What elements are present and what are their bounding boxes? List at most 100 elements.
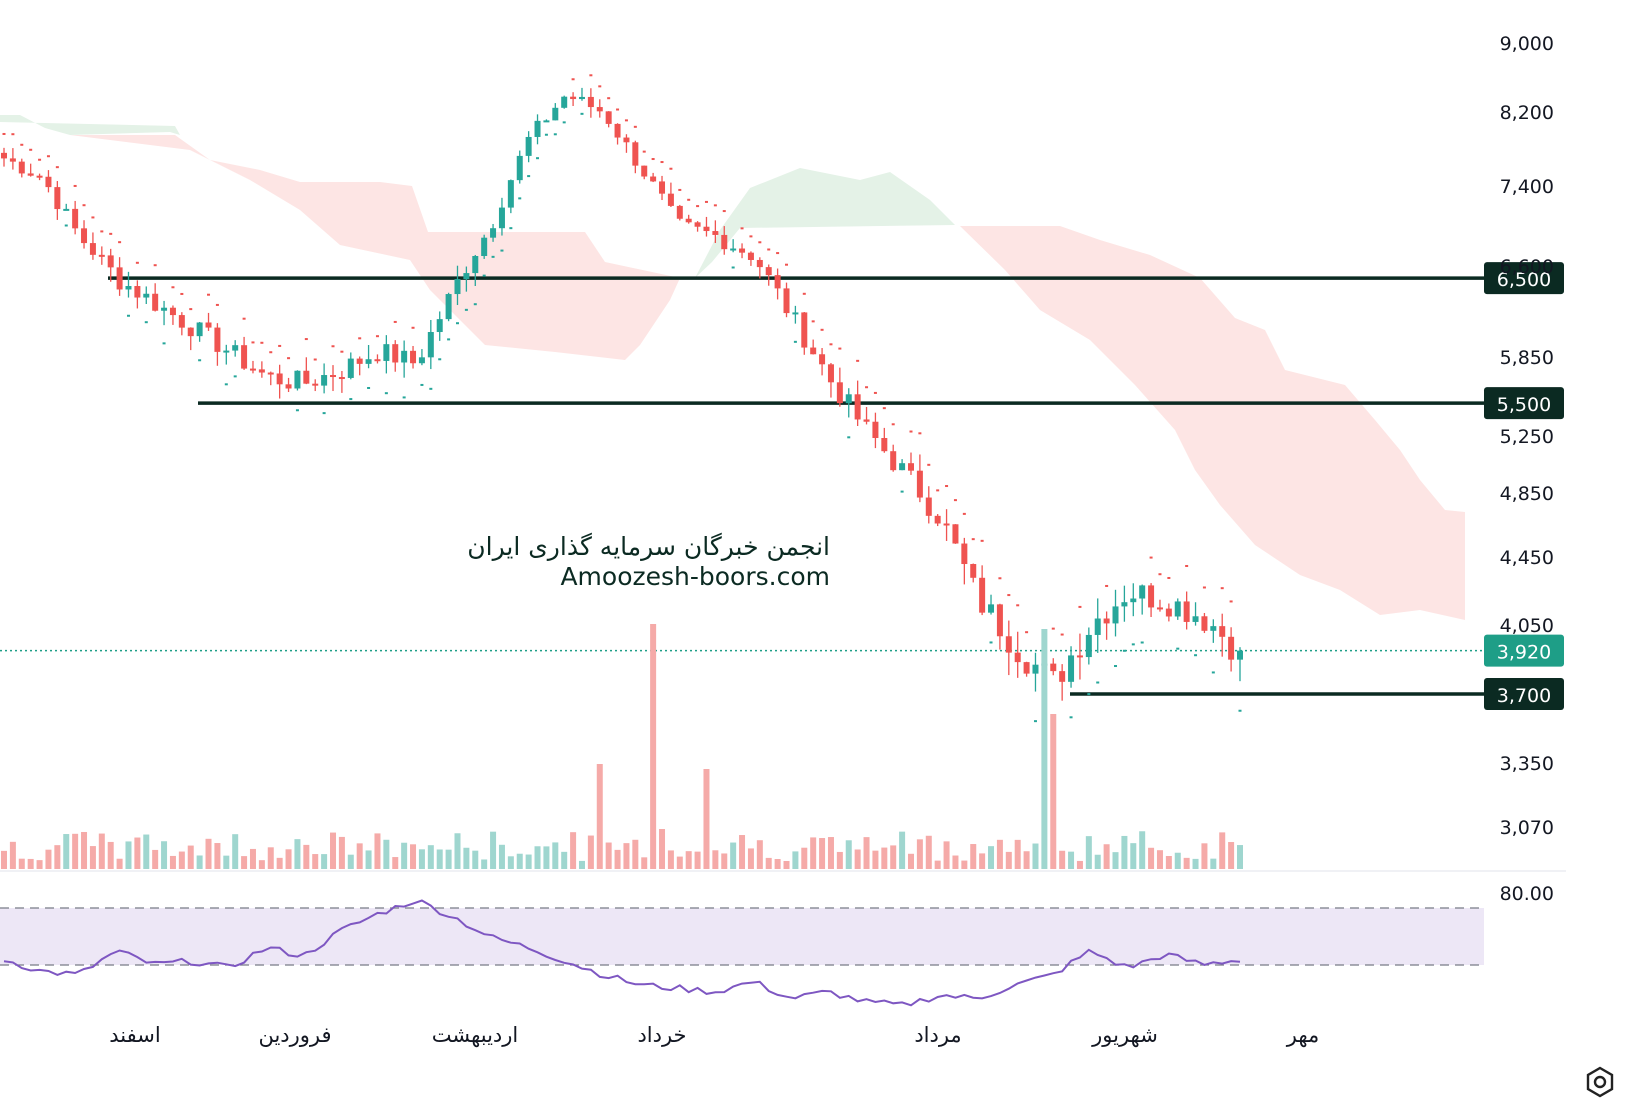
sar-dot [562, 121, 566, 124]
volume-bar [445, 849, 452, 869]
time-label-3: خرداد [637, 1023, 686, 1047]
candle-body [659, 181, 666, 194]
last-price-badge [1484, 634, 1564, 667]
sar-dot [989, 641, 993, 644]
candle-body [490, 228, 497, 238]
sar-dot [776, 252, 780, 255]
candle-body [1059, 671, 1066, 682]
volume-bar [641, 857, 648, 869]
candle-body [952, 524, 959, 544]
sar-dot [1158, 573, 1162, 576]
sar-dot [838, 347, 842, 350]
candle-body [792, 312, 799, 315]
sar-dot [402, 396, 406, 399]
volume-bar [89, 846, 96, 869]
sar-dot [224, 383, 228, 386]
volume-bar [1041, 629, 1048, 869]
level-label-0: 6,500 [1497, 269, 1551, 291]
volume-bar [1112, 852, 1119, 869]
volume-bar [739, 835, 746, 869]
candle-body [1165, 608, 1172, 617]
candle-body [1156, 607, 1163, 610]
volume-bar [152, 849, 159, 869]
candle-body [721, 234, 728, 250]
time-label-5: شهریور [1091, 1023, 1158, 1047]
sar-dot [1167, 576, 1171, 579]
volume-bar [161, 841, 168, 869]
candle-body [1, 152, 7, 159]
candle-body [872, 421, 879, 439]
sar-dot [38, 158, 42, 161]
volume-bar [570, 832, 577, 869]
rsi-tick-0: 80.00 [1500, 883, 1554, 905]
candle-body [534, 120, 541, 137]
sar-dot [1229, 600, 1233, 603]
volume-bar [907, 853, 914, 869]
sar-dot [669, 167, 673, 170]
sar-dot [642, 150, 646, 153]
price-tick-5: 5,250 [1500, 426, 1554, 448]
candle-body [570, 96, 577, 100]
sar-dot [20, 143, 24, 146]
candle-body [1210, 626, 1217, 631]
candle-body [1148, 585, 1155, 608]
volume-bar [178, 851, 185, 869]
volume-bar [632, 839, 639, 869]
candle-body [27, 173, 34, 176]
sar-dot [1185, 564, 1189, 567]
cloud-bear-1 [70, 135, 680, 360]
volume-bar [285, 849, 292, 869]
sar-dot [198, 359, 202, 362]
candle-body [347, 358, 354, 378]
volume-bar [1068, 851, 1075, 869]
candle-body [943, 523, 950, 526]
volume-bar [1076, 860, 1083, 869]
sar-dot [731, 266, 735, 269]
volume-bar [890, 845, 897, 869]
sar-dot [295, 409, 299, 412]
volume-bar [205, 838, 212, 869]
sar-dot [438, 358, 442, 361]
watermark-line-1: انجمن خبرگان سرمایه گذاری ایران [467, 532, 830, 561]
sar-dot [1105, 584, 1109, 587]
price-tick-10: 3,070 [1500, 817, 1554, 839]
volume-bar [561, 851, 568, 869]
sar-dot [55, 166, 59, 169]
volume-bar [1148, 847, 1155, 869]
candle-body [285, 384, 292, 389]
candle-body [294, 370, 301, 389]
volume-bar [116, 858, 123, 869]
candle-body [1130, 598, 1137, 603]
candle-body [312, 383, 319, 386]
sar-dot [260, 341, 264, 344]
volume-bar [392, 857, 399, 869]
candle-body [1121, 602, 1128, 607]
candle-body [1103, 618, 1110, 624]
sar-dot [358, 337, 362, 340]
candle-body [383, 344, 390, 361]
volume-bar [1139, 831, 1146, 869]
candle-body [703, 226, 710, 232]
candle-body [1228, 636, 1235, 660]
sar-dot [660, 161, 664, 164]
sar-dot [375, 335, 379, 338]
volume-bar [756, 840, 763, 869]
sar-dot [687, 198, 691, 201]
candle-body [1192, 616, 1199, 622]
candle-body [1237, 650, 1243, 660]
candle-body [881, 438, 888, 452]
chart-settings-icon[interactable] [1582, 1064, 1618, 1100]
sar-dot [580, 112, 584, 115]
level-badge-0 [1484, 262, 1564, 295]
volume-bar [819, 838, 826, 869]
volume-bar [774, 858, 781, 869]
sar-dot [927, 463, 931, 466]
time-label-6: مهر [1286, 1023, 1320, 1047]
volume-bar [1023, 851, 1030, 869]
sar-dot [980, 539, 984, 542]
sar-dot [678, 188, 682, 191]
volume-bar [1219, 832, 1226, 869]
candle-body [169, 307, 176, 316]
level-badge-1 [1484, 387, 1564, 420]
